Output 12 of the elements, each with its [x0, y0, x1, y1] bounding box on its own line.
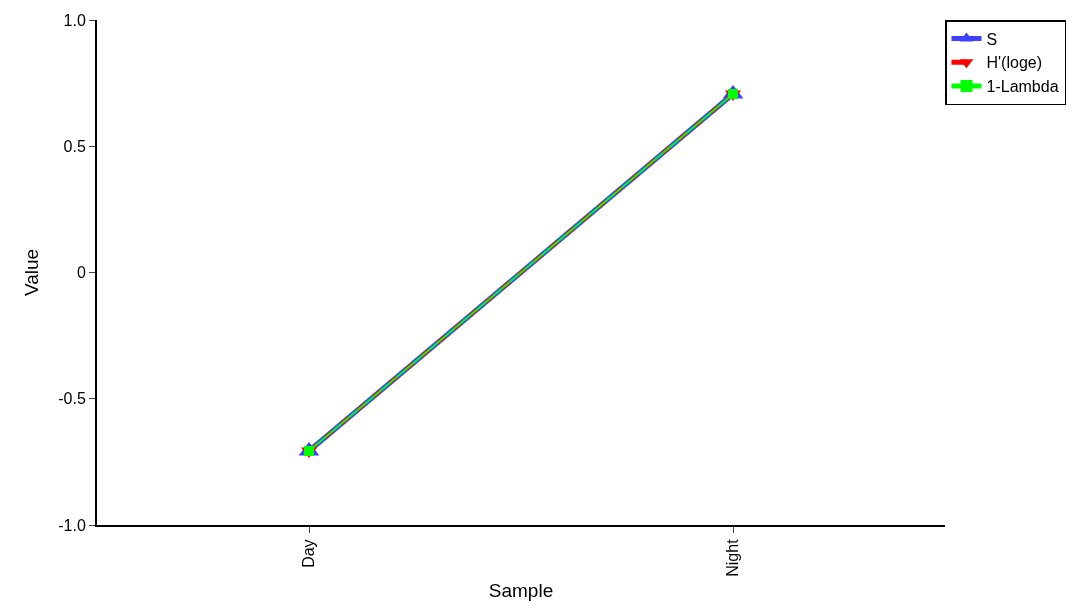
legend-label: S: [986, 30, 998, 48]
y-tick-label: -0.5: [58, 390, 86, 408]
y-tick-label: -1.0: [58, 516, 86, 534]
y-tick-label: 0: [76, 264, 86, 282]
x-tick-label: Day: [300, 539, 318, 568]
legend-label: 1-Lambda: [986, 78, 1059, 96]
x-tick-label: Night: [724, 538, 742, 577]
y-tick-label: 0.5: [63, 137, 86, 155]
y-axis-title: Value: [20, 248, 42, 297]
y-tick-label: 1.0: [63, 11, 86, 29]
x-axis-title: Sample: [488, 580, 554, 602]
legend-label: H'(loge): [986, 54, 1043, 72]
